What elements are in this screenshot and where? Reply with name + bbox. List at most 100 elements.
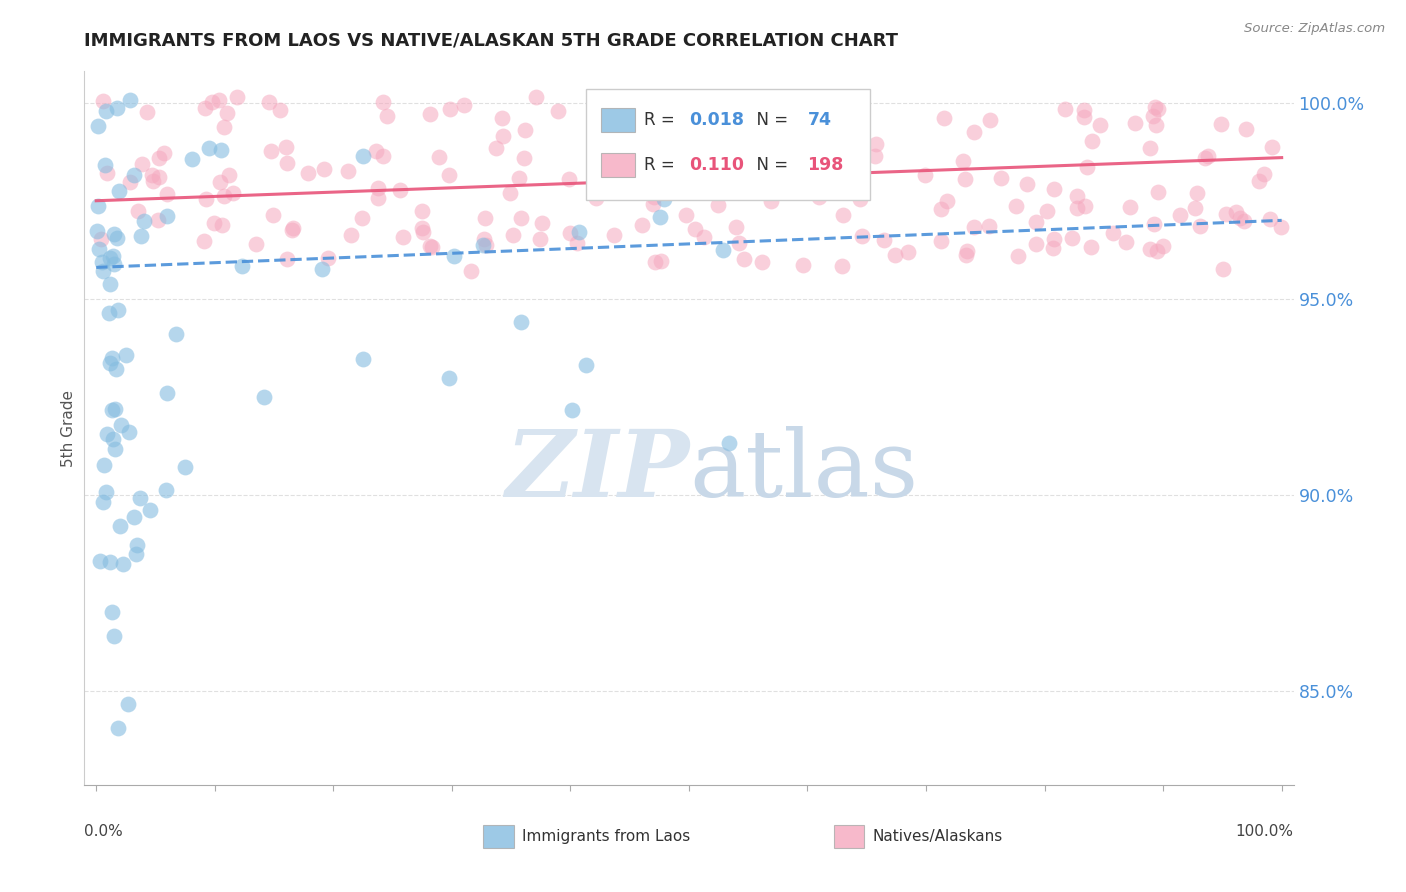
Point	[1060, 231, 1083, 245]
Point	[262, 208, 284, 222]
Point	[485, 140, 508, 154]
Point	[1143, 217, 1166, 231]
Point	[1025, 215, 1047, 229]
Point	[211, 219, 233, 233]
Point	[141, 168, 163, 182]
Point	[1197, 149, 1219, 163]
Point	[101, 402, 124, 417]
Point	[371, 95, 394, 109]
Point	[1074, 199, 1097, 213]
Point	[352, 352, 374, 367]
Point	[688, 153, 710, 168]
Point	[208, 93, 231, 107]
Point	[1080, 240, 1102, 254]
Point	[1143, 100, 1166, 114]
Point	[717, 436, 740, 450]
Point	[827, 109, 849, 123]
Point	[142, 174, 165, 188]
Point	[841, 136, 863, 151]
Point	[491, 111, 513, 125]
Point	[439, 168, 461, 182]
Point	[96, 166, 118, 180]
Point	[367, 180, 389, 194]
Point	[1004, 199, 1026, 213]
Point	[427, 150, 450, 164]
Point	[420, 240, 443, 254]
Point	[146, 212, 169, 227]
Point	[761, 194, 783, 208]
Point	[474, 211, 496, 226]
Point	[103, 628, 125, 642]
Point	[884, 247, 907, 261]
Point	[87, 243, 110, 257]
Point	[706, 159, 728, 173]
Point	[118, 175, 141, 189]
Point	[472, 232, 495, 246]
Point	[1225, 204, 1247, 219]
Point	[1102, 226, 1125, 240]
Point	[94, 158, 117, 172]
Point	[979, 112, 1001, 127]
Point	[831, 259, 853, 273]
Point	[148, 151, 170, 165]
Point	[508, 170, 530, 185]
Point	[619, 95, 641, 110]
Point	[93, 458, 115, 472]
Point	[257, 95, 280, 110]
Point	[713, 243, 735, 257]
Point	[371, 149, 394, 163]
Point	[1194, 151, 1216, 165]
Point	[1188, 219, 1211, 233]
Point	[107, 302, 129, 317]
Point	[513, 123, 536, 137]
Point	[1249, 174, 1271, 188]
Point	[274, 139, 297, 153]
Point	[1073, 111, 1095, 125]
Point	[260, 144, 283, 158]
Text: 198: 198	[807, 156, 844, 174]
Point	[648, 210, 671, 224]
Point	[139, 503, 162, 517]
Point	[311, 262, 333, 277]
Point	[107, 721, 129, 735]
Point	[86, 224, 108, 238]
Point	[375, 109, 398, 123]
Text: N =: N =	[745, 111, 793, 128]
Point	[831, 208, 853, 222]
Point	[94, 485, 117, 500]
Point	[165, 327, 187, 342]
Point	[1215, 207, 1237, 221]
Point	[218, 168, 240, 182]
Point	[156, 386, 179, 401]
Point	[127, 538, 149, 552]
Point	[1146, 244, 1168, 259]
Text: Immigrants from Laos: Immigrants from Laos	[522, 829, 690, 844]
Point	[547, 103, 569, 118]
Point	[125, 548, 148, 562]
FancyBboxPatch shape	[586, 89, 870, 200]
Text: 74: 74	[807, 111, 831, 128]
Point	[588, 178, 610, 193]
Point	[956, 244, 979, 258]
Point	[683, 221, 706, 235]
Point	[733, 252, 755, 267]
Point	[693, 230, 716, 244]
Point	[1007, 249, 1029, 263]
Point	[336, 164, 359, 178]
Point	[794, 185, 817, 199]
Point	[492, 129, 515, 144]
Point	[897, 244, 920, 259]
Point	[352, 211, 374, 226]
Point	[1042, 242, 1064, 256]
Point	[953, 172, 976, 186]
Point	[652, 192, 675, 206]
Point	[129, 228, 152, 243]
Point	[1233, 214, 1256, 228]
Point	[314, 162, 336, 177]
Text: Source: ZipAtlas.com: Source: ZipAtlas.com	[1244, 22, 1385, 36]
Point	[276, 156, 298, 170]
Point	[1144, 119, 1167, 133]
Point	[509, 211, 531, 225]
Point	[807, 190, 830, 204]
Point	[863, 149, 886, 163]
